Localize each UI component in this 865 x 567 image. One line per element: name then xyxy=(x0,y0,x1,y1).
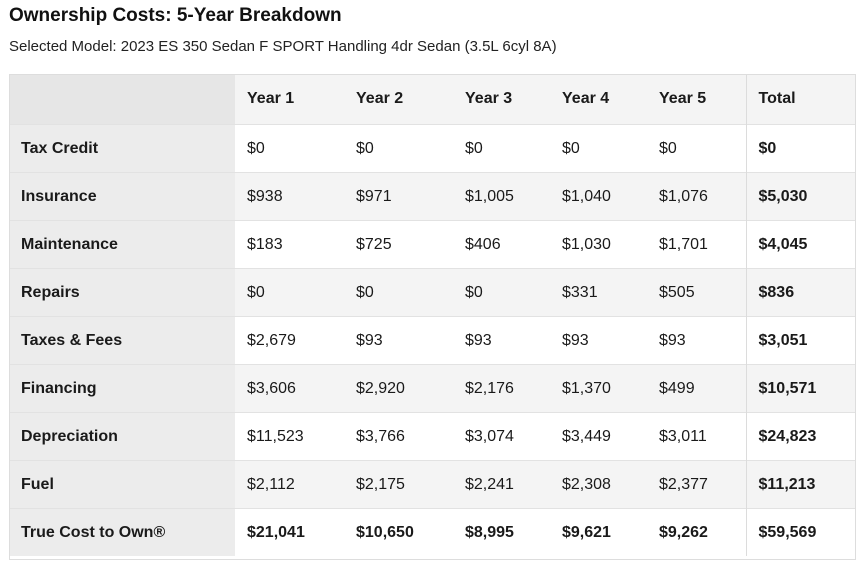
total-cell: $10,571 xyxy=(745,364,856,413)
total-cell: $4,045 xyxy=(745,220,856,269)
year-5-cell: $93 xyxy=(647,316,746,365)
row-label: Insurance xyxy=(9,172,235,221)
year-4-cell: $1,370 xyxy=(550,364,647,413)
year-4-cell: $2,308 xyxy=(550,460,647,509)
table-row: Financing $3,606 $2,920 $2,176 $1,370 $499 $10… xyxy=(9,364,856,413)
year-2-cell: $0 xyxy=(344,124,453,173)
cost-breakdown-table: Year 1 Year 2 Year 3 Year 4 Year 5 Total… xyxy=(9,74,856,556)
year-2-cell: $0 xyxy=(344,268,453,317)
year-2-cell: $10,650 xyxy=(344,508,453,556)
year-1-cell: $0 xyxy=(235,124,344,173)
year-5-cell: $499 xyxy=(647,364,746,413)
year-5-cell: $1,076 xyxy=(647,172,746,221)
header-year-1: Year 1 xyxy=(235,74,344,125)
year-1-cell: $938 xyxy=(235,172,344,221)
total-cell: $0 xyxy=(745,124,856,173)
year-2-cell: $2,920 xyxy=(344,364,453,413)
year-2-cell: $3,766 xyxy=(344,412,453,461)
row-label: Depreciation xyxy=(9,412,235,461)
total-cell: $3,051 xyxy=(745,316,856,365)
year-2-cell: $2,175 xyxy=(344,460,453,509)
total-cell: $24,823 xyxy=(745,412,856,461)
year-4-cell: $9,621 xyxy=(550,508,647,556)
year-3-cell: $8,995 xyxy=(453,508,550,556)
row-label: Repairs xyxy=(9,268,235,317)
year-2-cell: $725 xyxy=(344,220,453,269)
row-label: Maintenance xyxy=(9,220,235,269)
year-3-cell: $406 xyxy=(453,220,550,269)
year-3-cell: $3,074 xyxy=(453,412,550,461)
year-5-cell: $3,011 xyxy=(647,412,746,461)
row-label: Financing xyxy=(9,364,235,413)
row-label: Tax Credit xyxy=(9,124,235,173)
header-year-4: Year 4 xyxy=(550,74,647,125)
header-year-3: Year 3 xyxy=(453,74,550,125)
total-cell: $5,030 xyxy=(745,172,856,221)
year-3-cell: $0 xyxy=(453,268,550,317)
year-1-cell: $183 xyxy=(235,220,344,269)
year-3-cell: $2,241 xyxy=(453,460,550,509)
page-title: Ownership Costs: 5-Year Breakdown xyxy=(9,5,342,26)
table-body: Tax Credit $0 $0 $0 $0 $0 $0 Insurance $938 $971 $… xyxy=(9,124,856,556)
row-label: Fuel xyxy=(9,460,235,509)
table-row: Insurance $938 $971 $1,005 $1,040 $1,076 $5,03… xyxy=(9,172,856,221)
header-year-2: Year 2 xyxy=(344,74,453,125)
year-1-cell: $0 xyxy=(235,268,344,317)
year-5-cell: $505 xyxy=(647,268,746,317)
year-3-cell: $2,176 xyxy=(453,364,550,413)
year-1-cell: $2,112 xyxy=(235,460,344,509)
year-2-cell: $93 xyxy=(344,316,453,365)
header-total: Total xyxy=(745,74,856,125)
year-4-cell: $331 xyxy=(550,268,647,317)
year-2-cell: $971 xyxy=(344,172,453,221)
total-cost-row: True Cost to Own® $21,041 $10,650 $8,995 $9,… xyxy=(9,508,856,556)
row-label: Taxes & Fees xyxy=(9,316,235,365)
year-4-cell: $1,040 xyxy=(550,172,647,221)
header-corner xyxy=(9,74,235,125)
year-4-cell: $3,449 xyxy=(550,412,647,461)
year-3-cell: $93 xyxy=(453,316,550,365)
table-row: Taxes & Fees $2,679 $93 $93 $93 $93 $3,051 xyxy=(9,316,856,365)
year-1-cell: $21,041 xyxy=(235,508,344,556)
table-row: Maintenance $183 $725 $406 $1,030 $1,701 $4,04… xyxy=(9,220,856,269)
year-4-cell: $93 xyxy=(550,316,647,365)
total-cell: $59,569 xyxy=(745,508,856,556)
table-row: Fuel $2,112 $2,175 $2,241 $2,308 $2,377 $11,21… xyxy=(9,460,856,509)
year-1-cell: $11,523 xyxy=(235,412,344,461)
total-cell: $11,213 xyxy=(745,460,856,509)
year-5-cell: $0 xyxy=(647,124,746,173)
selected-model-subtitle: Selected Model: 2023 ES 350 Sedan F SPOR… xyxy=(9,38,557,55)
year-3-cell: $0 xyxy=(453,124,550,173)
row-label: True Cost to Own® xyxy=(9,508,235,556)
year-1-cell: $3,606 xyxy=(235,364,344,413)
table-header-row: Year 1 Year 2 Year 3 Year 4 Year 5 Total xyxy=(9,74,856,125)
year-4-cell: $1,030 xyxy=(550,220,647,269)
total-cell: $836 xyxy=(745,268,856,317)
year-5-cell: $9,262 xyxy=(647,508,746,556)
table-row: Depreciation $11,523 $3,766 $3,074 $3,449 $3,… xyxy=(9,412,856,461)
header-year-5: Year 5 xyxy=(647,74,746,125)
table-row: Tax Credit $0 $0 $0 $0 $0 $0 xyxy=(9,124,856,173)
year-5-cell: $1,701 xyxy=(647,220,746,269)
year-3-cell: $1,005 xyxy=(453,172,550,221)
year-5-cell: $2,377 xyxy=(647,460,746,509)
year-1-cell: $2,679 xyxy=(235,316,344,365)
year-4-cell: $0 xyxy=(550,124,647,173)
table-row: Repairs $0 $0 $0 $331 $505 $836 xyxy=(9,268,856,317)
